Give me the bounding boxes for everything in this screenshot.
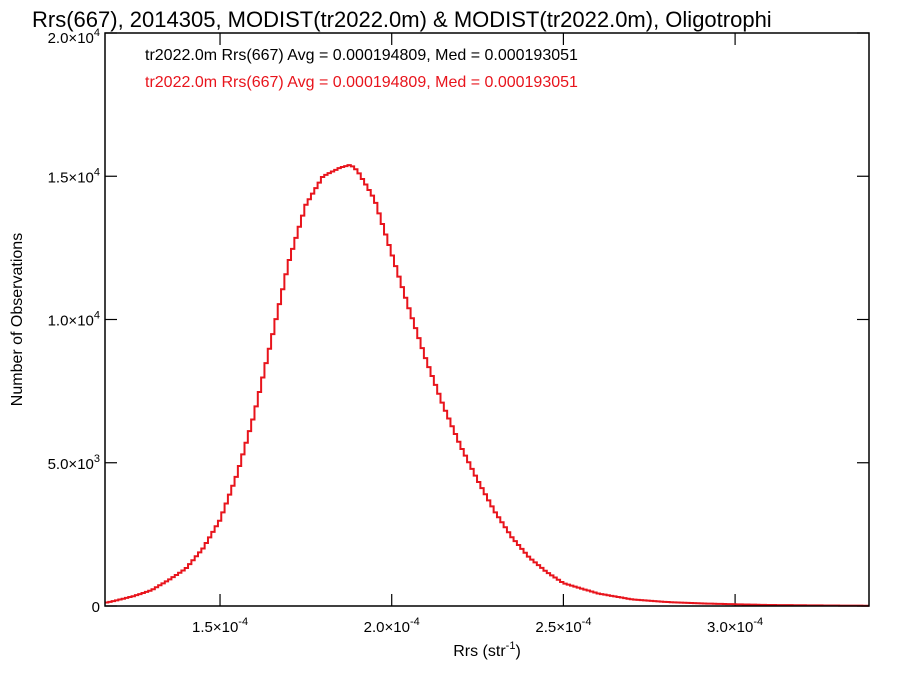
y-tick-label: 5.0×103 xyxy=(48,453,100,473)
y-tick-label: 2.0×104 xyxy=(48,27,100,47)
histogram-series-line xyxy=(105,164,869,607)
y-tick-label: 0 xyxy=(92,599,100,616)
chart-title: Rrs(667), 2014305, MODIST(tr2022.0m) & M… xyxy=(32,7,772,32)
x-axis-ticks: 1.5×10-4 2.0×10-4 2.5×10-4 3.0×10-4 xyxy=(192,33,763,636)
x-tick-label: 1.5×10-4 xyxy=(192,616,248,636)
plot-frame xyxy=(104,32,870,607)
y-axis-label: Number of Observations xyxy=(9,233,26,406)
x-tick-label: 3.0×10-4 xyxy=(707,616,763,636)
x-axis-label: Rrs (str-1) xyxy=(453,640,521,660)
legend-entry-2: tr2022.0m Rrs(667) Avg = 0.000194809, Me… xyxy=(145,74,578,91)
y-axis-ticks: 0 5.0×103 1.0×104 1.5×104 2.0×104 xyxy=(48,27,869,616)
x-tick-label: 2.0×10-4 xyxy=(364,616,420,636)
legend-entry-1: tr2022.0m Rrs(667) Avg = 0.000194809, Me… xyxy=(145,47,578,64)
x-tick-label: 2.5×10-4 xyxy=(535,616,591,636)
y-tick-label: 1.5×104 xyxy=(48,166,100,186)
y-tick-label: 1.0×104 xyxy=(48,310,100,330)
legend: tr2022.0m Rrs(667) Avg = 0.000194809, Me… xyxy=(145,47,578,91)
